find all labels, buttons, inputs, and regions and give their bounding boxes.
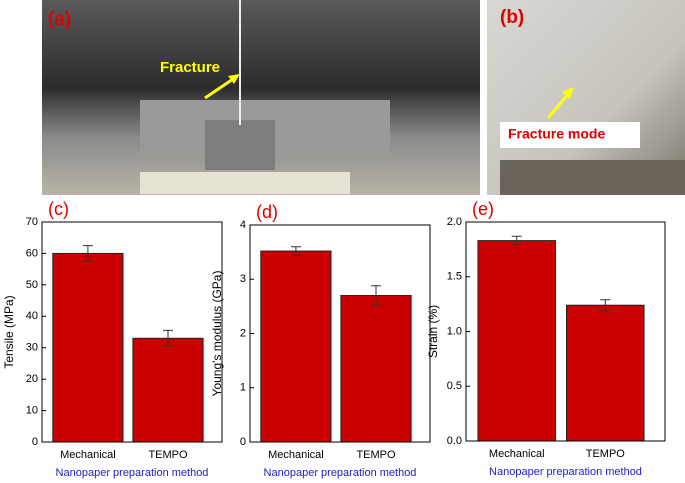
error-bar [600, 299, 611, 312]
panel-label: (e) [472, 199, 494, 219]
y-tick-label: 0.5 [447, 380, 462, 392]
x-tick-label: Mechanical [489, 448, 545, 460]
annotation-box [500, 122, 640, 148]
y-tick-label: 4 [240, 219, 246, 231]
x-tick-label: TEMPO [356, 449, 396, 461]
x-tick-label: Mechanical [60, 449, 116, 461]
annotation: Fracture [160, 59, 220, 76]
y-tick-label: 10 [26, 404, 38, 416]
y-tick-label: 1.5 [447, 271, 462, 283]
y-tick-label: 2.0 [447, 216, 462, 228]
error-bar [290, 246, 301, 256]
y-axis-label: Young's modulus (GPa) [210, 271, 224, 397]
clamp [205, 120, 275, 170]
arrow-head [228, 74, 240, 84]
y-tick-label: 70 [26, 216, 38, 228]
y-tick-label: 60 [26, 247, 38, 259]
error-bar [511, 235, 522, 246]
error-bar [82, 245, 93, 262]
plot-frame [249, 224, 431, 443]
arrow-head [562, 87, 574, 99]
y-tick-label: 1 [240, 382, 246, 394]
y-tick-label: 30 [26, 342, 38, 354]
error-bar [371, 285, 381, 306]
y-tick-label: 0 [32, 436, 38, 448]
photo-label: (b) [500, 7, 524, 28]
bar [260, 250, 332, 443]
y-tick-label: 1.0 [447, 325, 462, 337]
y-tick-label: 0 [240, 436, 246, 448]
photo-label: (a) [48, 9, 71, 30]
y-tick-label: 50 [26, 279, 38, 291]
bar [132, 337, 204, 443]
bar [52, 252, 124, 443]
bar [477, 240, 557, 442]
x-axis-label: Nanopaper preparation method [264, 467, 417, 479]
x-axis-label: Nanopaper preparation method [56, 467, 209, 479]
plot-frame [465, 221, 666, 442]
ruler [140, 172, 350, 194]
panel-label: (c) [48, 199, 69, 219]
clamp-b [500, 160, 685, 195]
y-tick-label: 3 [240, 273, 246, 285]
y-tick-label: 40 [26, 310, 38, 322]
y-tick-label: 20 [26, 373, 38, 385]
error-bar [163, 329, 173, 347]
y-axis-label: Tensile (MPa) [2, 295, 16, 368]
x-tick-label: Mechanical [268, 449, 324, 461]
x-tick-label: TEMPO [148, 449, 188, 461]
y-tick-label: 2 [240, 327, 246, 339]
annotation: Fracture mode [508, 126, 605, 142]
x-tick-label: TEMPO [586, 448, 626, 460]
y-tick-label: 0.0 [447, 435, 462, 447]
arrow [204, 75, 237, 100]
panel-label: (d) [256, 202, 278, 222]
bar [565, 304, 645, 442]
x-axis-label: Nanopaper preparation method [489, 466, 642, 478]
plot-frame [41, 221, 223, 443]
y-axis-label: Strain (%) [426, 305, 440, 358]
arrow [546, 91, 572, 119]
bar [340, 295, 412, 443]
